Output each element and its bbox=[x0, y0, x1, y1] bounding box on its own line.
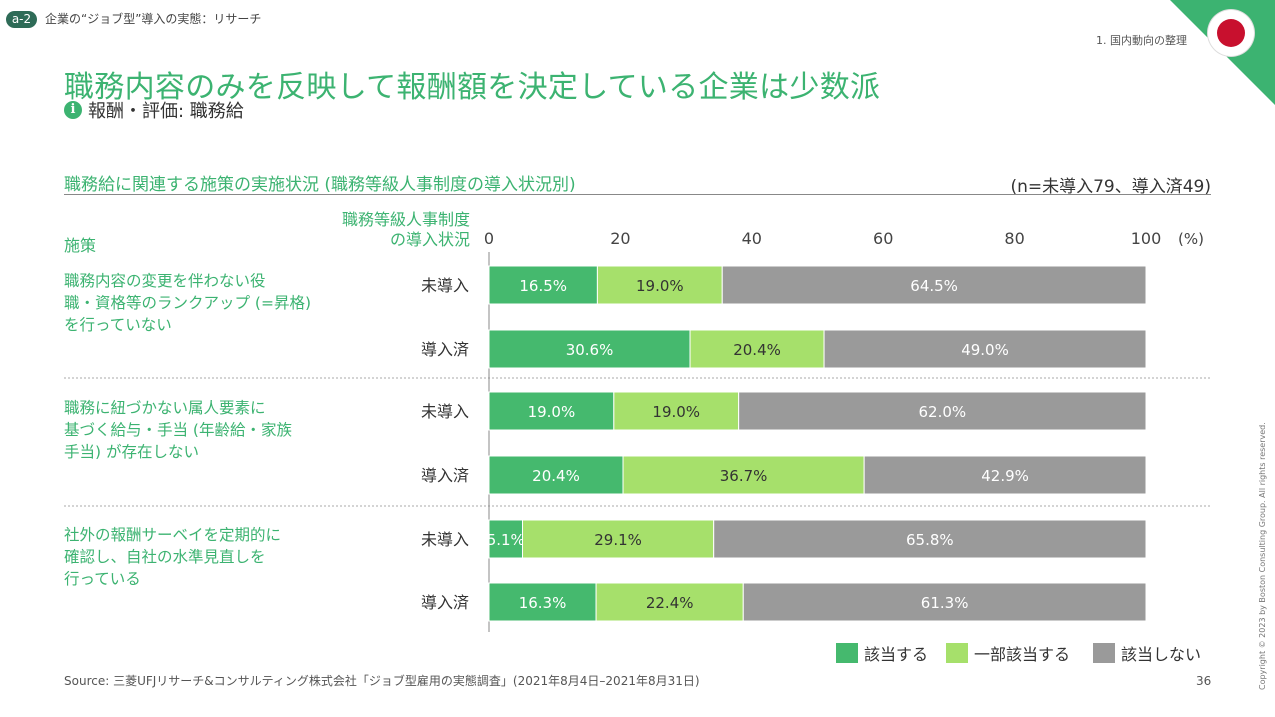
copyright-note: Copyright © 2023 by Boston Consulting Gr… bbox=[1258, 422, 1267, 690]
legend-label: 一部該当する bbox=[974, 645, 1070, 664]
bar-segment bbox=[595, 582, 744, 622]
bar-segment bbox=[713, 519, 1147, 559]
breadcrumb: 企業の“ジョブ型”導入の実態：リサーチ bbox=[45, 12, 262, 26]
x-tick-label: 100 bbox=[1131, 229, 1162, 248]
column-header-status-line: の導入状況 bbox=[389, 230, 470, 249]
data-label: 19.0% bbox=[652, 403, 700, 421]
bar-segment bbox=[721, 265, 1147, 305]
page-number: 36 bbox=[1196, 674, 1212, 688]
x-tick-label: 80 bbox=[1004, 229, 1024, 248]
data-label: 29.1% bbox=[594, 531, 642, 549]
measure-label-line: を行っていない bbox=[64, 316, 172, 334]
data-label: 65.8% bbox=[906, 531, 954, 549]
bar-segment bbox=[488, 519, 524, 559]
bar-segment bbox=[613, 391, 740, 431]
data-label: 16.3% bbox=[519, 594, 567, 612]
data-label: 62.0% bbox=[919, 403, 967, 421]
measure-label: 社外の報酬サーベイを定期的に 確認し、自社の水準見直しを 行っている bbox=[64, 524, 314, 590]
japan-flag-icon bbox=[1208, 10, 1254, 56]
legend-swatch bbox=[946, 643, 968, 663]
measure-label-line: 行っている bbox=[64, 570, 141, 588]
sample-size-note: (n=未導入79、導入済49) bbox=[1010, 177, 1211, 197]
measure-label-line: 確認し、自社の水準見直しを bbox=[64, 548, 266, 566]
bar-segment bbox=[488, 582, 597, 622]
x-tick-label: 20 bbox=[610, 229, 630, 248]
column-header-status: 職務等級人事制度 の導入状況 bbox=[300, 210, 470, 250]
header-rule bbox=[64, 194, 1211, 195]
data-label: 19.0% bbox=[636, 277, 684, 295]
data-label: 19.0% bbox=[528, 403, 576, 421]
status-label: 導入済 bbox=[421, 593, 469, 612]
data-label: 16.5% bbox=[519, 277, 567, 295]
measure-label-line: 職・資格等のランクアップ (=昇格) bbox=[64, 294, 312, 312]
data-label: 20.4% bbox=[532, 467, 580, 485]
measure-label-line: 手当) が存在しない bbox=[64, 443, 199, 461]
bar-segment bbox=[596, 265, 723, 305]
bar-segment bbox=[488, 391, 615, 431]
legend-swatch bbox=[836, 643, 858, 663]
measure-label-line: 職務内容の変更を伴わない役 bbox=[64, 272, 266, 290]
data-label: 36.7% bbox=[720, 467, 768, 485]
bar-segment bbox=[522, 519, 715, 559]
bar-segment bbox=[863, 455, 1147, 495]
bar-segment bbox=[823, 329, 1147, 369]
x-tick-label: 60 bbox=[873, 229, 893, 248]
section-label: 1. 国内動向の整理 bbox=[1096, 34, 1187, 47]
status-label: 未導入 bbox=[421, 276, 469, 295]
data-label: 22.4% bbox=[646, 594, 694, 612]
page-subtitle: i 報酬・評価: 職務給 bbox=[64, 97, 244, 123]
data-label: 61.3% bbox=[921, 594, 969, 612]
measure-label-line: 基づく給与・手当 (年齢給・家族 bbox=[64, 421, 292, 439]
legend-label: 該当しない bbox=[1121, 645, 1201, 664]
bar-segment bbox=[488, 265, 598, 305]
x-tick-label: 0 bbox=[484, 229, 494, 248]
bar-segment bbox=[742, 582, 1147, 622]
measure-label: 職務内容の変更を伴わない役職・資格等のランクアップ (=昇格) を行っていない bbox=[64, 270, 314, 336]
source-note: Source: 三菱UFJリサーチ&コンサルティング株式会社「ジョブ型雇用の実態… bbox=[64, 674, 700, 688]
status-label: 導入済 bbox=[421, 340, 469, 359]
subtitle-text: 報酬・評価: 職務給 bbox=[88, 101, 244, 122]
bar-segment bbox=[488, 329, 691, 369]
data-label: 64.5% bbox=[910, 277, 958, 295]
bar-segment bbox=[622, 455, 865, 495]
chart-title: 職務給に関連する施策の実施状況 (職務等級人事制度の導入状況別) bbox=[64, 175, 576, 195]
column-header-status-line: 職務等級人事制度 bbox=[341, 210, 470, 229]
data-label: 20.4% bbox=[733, 341, 781, 359]
bar-segment bbox=[738, 391, 1147, 431]
data-label: 42.9% bbox=[981, 467, 1029, 485]
measure-label-line: 職務に紐づかない属人要素に bbox=[64, 399, 266, 417]
legend-label: 該当する bbox=[864, 645, 928, 664]
status-label: 未導入 bbox=[421, 530, 469, 549]
legend-swatch bbox=[1093, 643, 1115, 663]
data-label: 5.1% bbox=[487, 531, 525, 549]
status-label: 未導入 bbox=[421, 402, 469, 421]
status-label: 導入済 bbox=[421, 466, 469, 485]
info-icon: i bbox=[64, 101, 82, 119]
x-tick-label: 40 bbox=[742, 229, 762, 248]
column-header-measure: 施策 bbox=[64, 236, 97, 255]
measure-label-line: 社外の報酬サーベイを定期的に bbox=[64, 526, 282, 544]
data-label: 30.6% bbox=[566, 341, 614, 359]
page-title: 職務内容のみを反映して報酬額を決定している企業は少数派 bbox=[64, 70, 881, 105]
section-tag: a-2 bbox=[6, 11, 37, 28]
axis-unit: (%) bbox=[1178, 230, 1204, 248]
measure-label: 職務に紐づかない属人要素に基づく給与・手当 (年齢給・家族 手当) が存在しない bbox=[64, 397, 314, 463]
data-label: 49.0% bbox=[961, 341, 1009, 359]
